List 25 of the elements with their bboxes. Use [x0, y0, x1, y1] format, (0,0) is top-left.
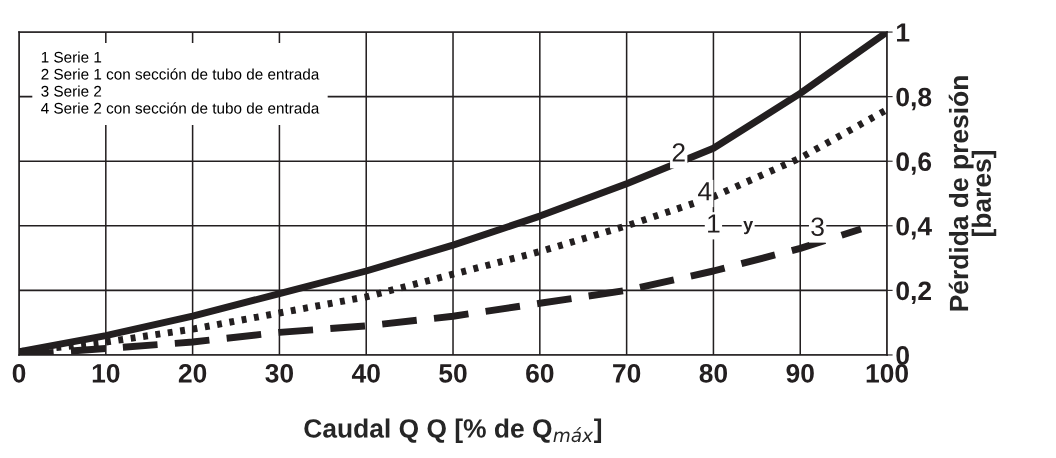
y-tick-label: 0: [896, 346, 909, 365]
annotation: 3: [811, 217, 824, 237]
x-tick-label: 0: [12, 363, 26, 383]
annotation: 1: [708, 214, 720, 233]
x-tick-label: 100: [866, 363, 908, 383]
x-axis-title: Caudal Q Q [% de Q$_{máx}$]: [304, 418, 602, 444]
annotation: 4: [698, 182, 712, 201]
x-tick-label: 30: [265, 363, 294, 383]
annotation: 1 Serie 1 2 Serie 1 con sección de tubo de entrada 3 Serie 2 4 Serie 2 con sección de tubo de entrada: [41, 51, 320, 114]
x-tick-label: 70: [613, 363, 641, 383]
x-tick-label: 40: [351, 363, 380, 383]
x-tick-label: 80: [699, 363, 728, 383]
y-tick-label: 1: [897, 23, 910, 42]
annotation: 2: [672, 143, 685, 162]
x-tick-label: 20: [178, 363, 207, 383]
y-tick-label: 0,8: [896, 87, 932, 111]
annotation: y: [743, 220, 754, 235]
y-tick-label: 0,4: [896, 216, 932, 240]
x-tick-label: 90: [786, 363, 814, 383]
y-tick-label: 0,2: [896, 281, 931, 305]
x-tick-label: 10: [92, 363, 120, 383]
x-tick-label: 60: [526, 363, 554, 383]
y-axis-title: Pérdida de presión [bares]: [948, 76, 997, 311]
x-tick-label: 50: [439, 363, 467, 383]
y-tick-label: 0,6: [896, 152, 932, 175]
